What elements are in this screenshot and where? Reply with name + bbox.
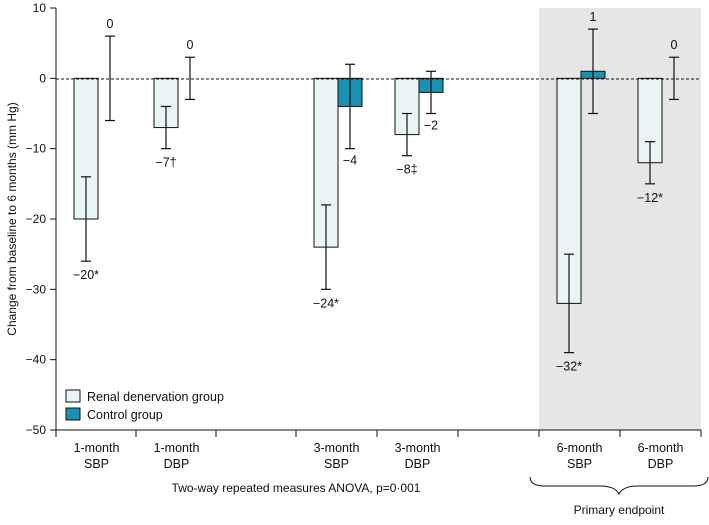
category-label-top: 3-month [314,441,360,455]
legend-label-renal: Renal denervation group [87,390,224,404]
y-tick-label: −10 [26,142,47,156]
y-tick-label: −50 [26,423,47,437]
y-tick-label: −30 [26,282,47,296]
category-label-bottom: DBP [405,457,431,471]
category-label-bottom: SBP [84,457,109,471]
data-label-renal: −12* [637,191,663,205]
y-tick-label: 10 [33,1,47,15]
legend-label-control: Control group [87,408,163,422]
category-label-bottom: DBP [648,457,674,471]
data-label-control: 1 [590,10,597,24]
data-label-control: −4 [343,154,357,168]
y-tick-label: 0 [39,71,46,85]
y-axis-label: Change from baseline to 6 months (mm Hg) [5,102,19,335]
y-tick-label: −20 [26,212,47,226]
category-label-bottom: SBP [324,457,349,471]
data-label-renal: −8‡ [396,163,417,177]
anova-footnote: Two-way repeated measures ANOVA, p=0·001 [172,481,421,495]
data-label-control: 0 [187,38,194,52]
legend-swatch-control [65,407,81,421]
primary-endpoint-label: Primary endpoint [574,503,665,517]
data-label-control: 0 [671,38,678,52]
legend-swatch-renal [65,389,81,403]
category-label-top: 3-month [395,441,441,455]
primary-endpoint-brace [529,476,709,496]
data-label-renal: −7† [155,156,176,170]
data-label-renal: −24* [313,296,339,310]
category-label-top: 1-month [74,441,120,455]
data-label-control: −2 [424,119,438,133]
data-label-control: 0 [107,17,114,31]
category-label-bottom: DBP [164,457,190,471]
y-tick-label: −40 [26,353,47,367]
category-label-top: 6-month [638,441,684,455]
data-label-renal: −32* [556,360,582,374]
category-label-top: 1-month [154,441,200,455]
data-label-renal: −20* [73,268,99,282]
category-label-top: 6-month [557,441,603,455]
category-label-bottom: SBP [567,457,592,471]
